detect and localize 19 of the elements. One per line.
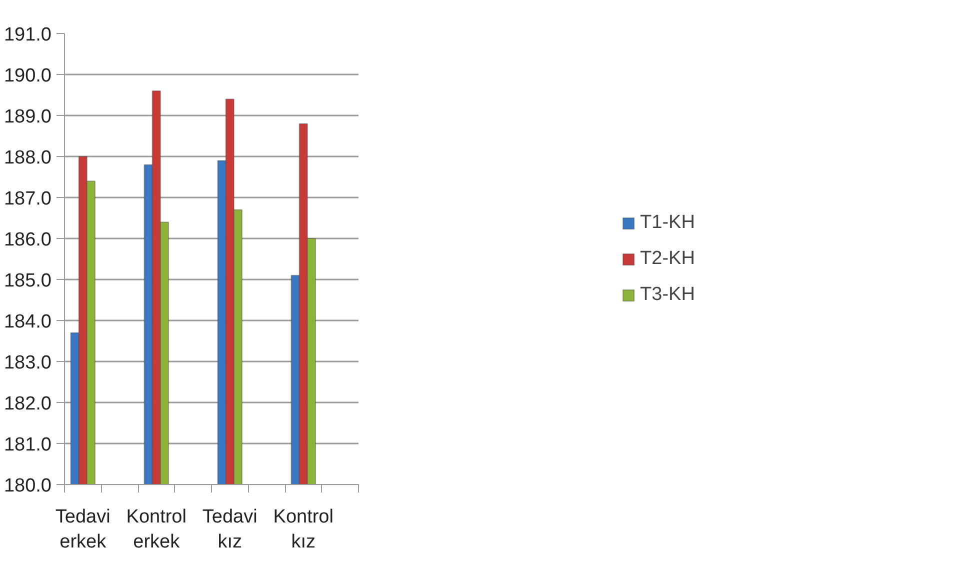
y-tick-label: 186.0 [4,230,52,250]
y-tick-label: 190.0 [4,66,52,86]
y-tick-label: 182.0 [4,394,52,414]
legend-label: T1-KH [640,212,695,234]
y-tick-label: 181.0 [4,434,52,456]
y-tick-label: 183.0 [4,352,52,374]
y-tick-label: 185.0 [4,270,52,292]
y-tick-label: 191.0 [4,24,52,46]
y-tick-label: 180.0 [4,476,52,496]
y-tick-label: 187.0 [4,188,52,210]
x-tick-label: Kontrol kız [273,506,334,553]
x-tick-label: Tedavi erkek [55,506,110,553]
x-tick-label: Tedavi kız [202,506,258,553]
x-tick-label: Kontrol erkek [126,506,186,553]
legend-label: T3-KH [640,284,695,306]
y-tick-label: 188.0 [4,148,52,168]
legend-label: T2-KH [640,248,695,270]
y-tick-label: 184.0 [4,312,52,332]
y-tick-label: 189.0 [4,106,52,128]
